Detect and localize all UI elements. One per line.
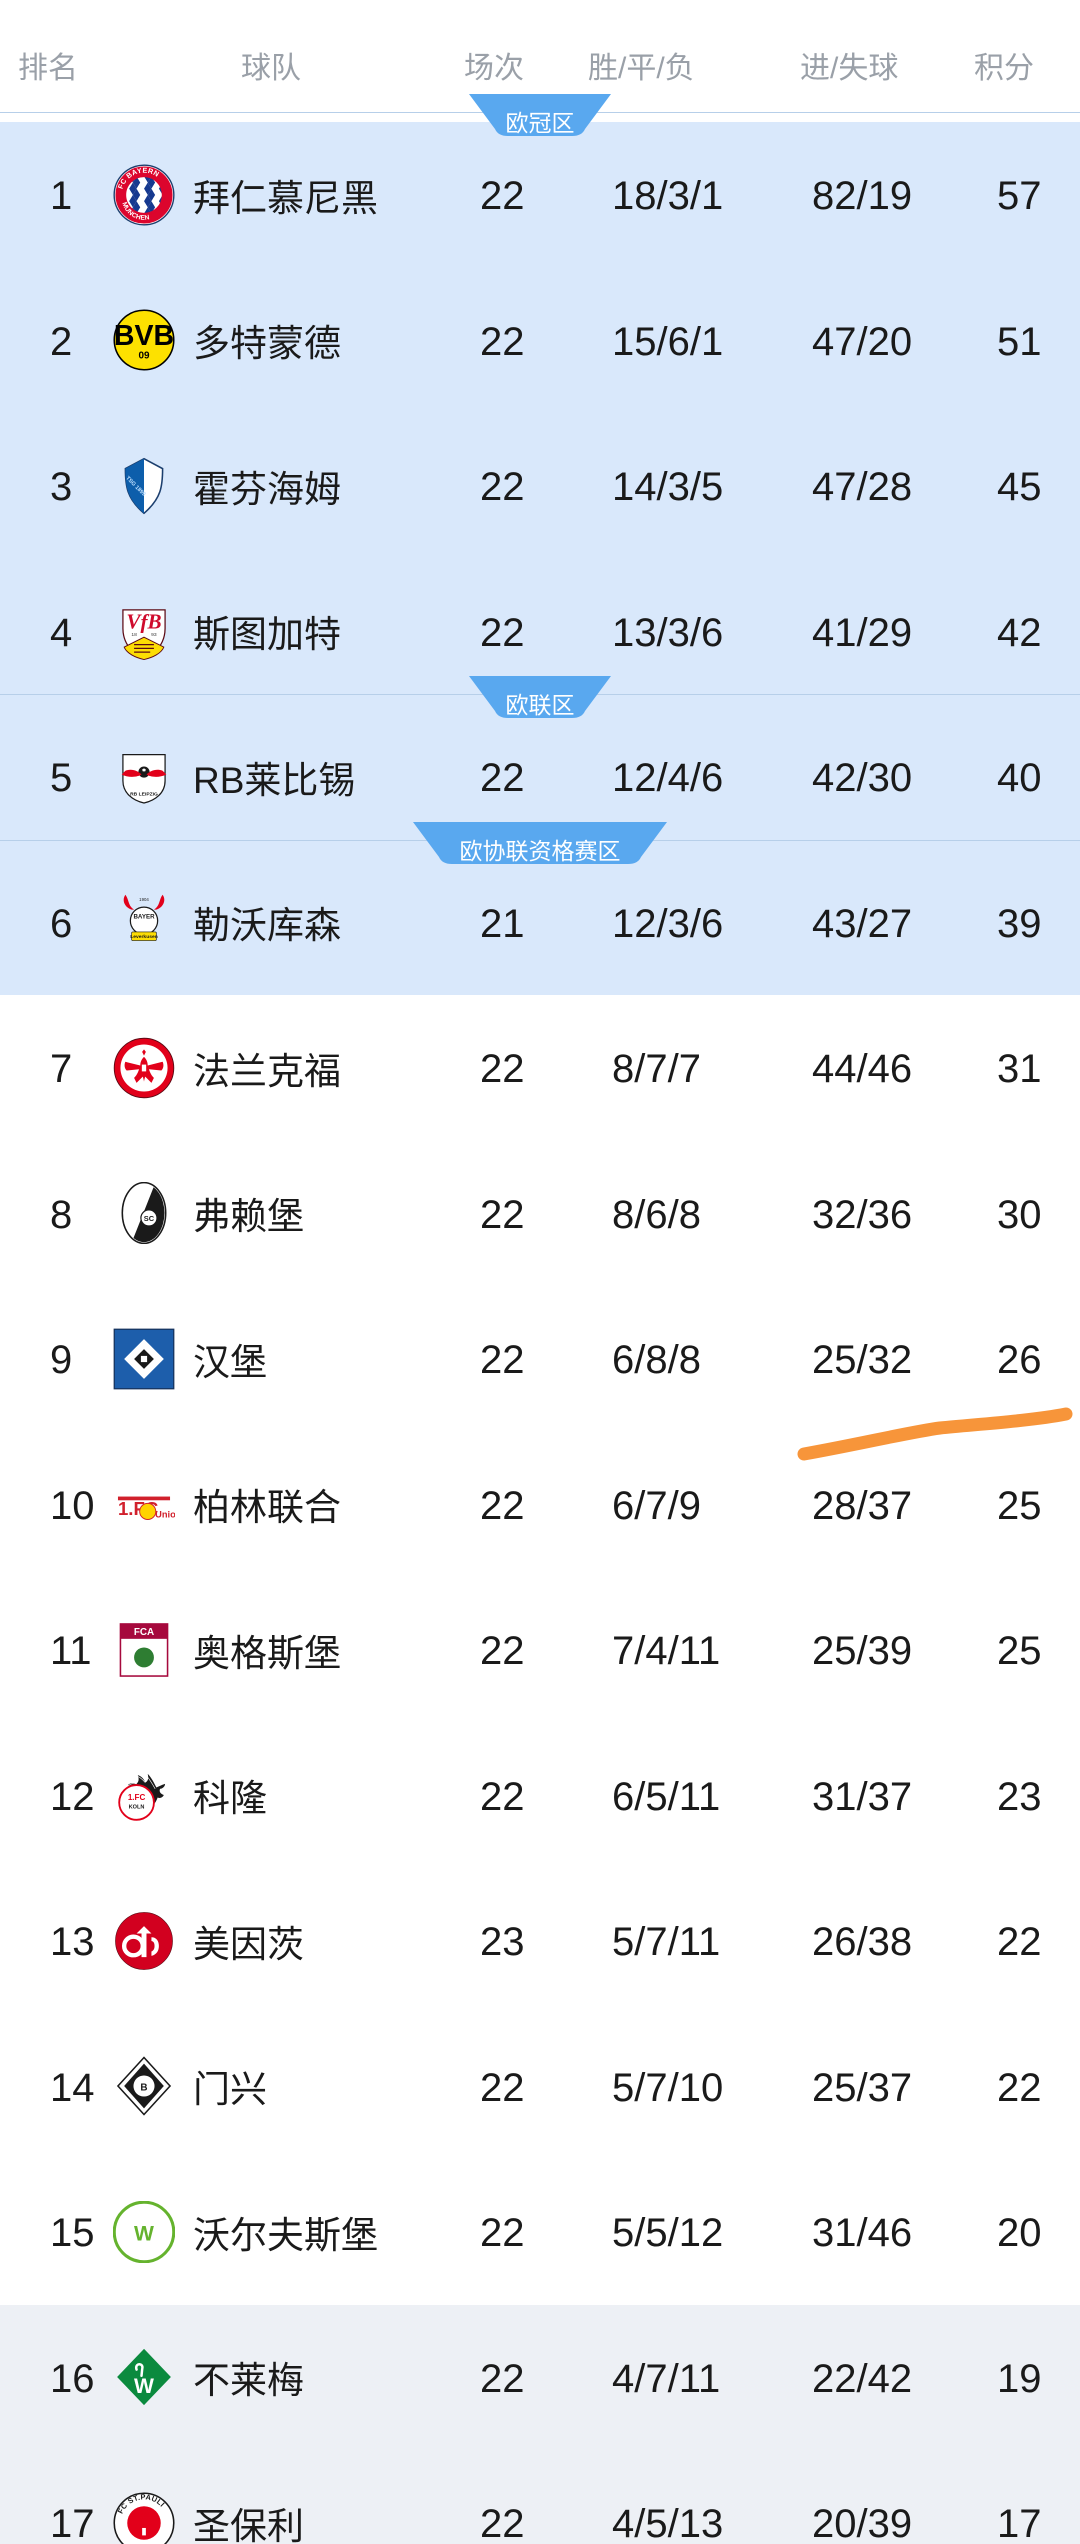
svg-text:Leverkusen: Leverkusen <box>130 934 158 940</box>
svg-text:W: W <box>134 2375 154 2398</box>
svg-text:RB LEIPZIG: RB LEIPZIG <box>130 791 158 797</box>
svg-text:93: 93 <box>151 632 157 638</box>
svg-text:1904: 1904 <box>139 897 149 902</box>
svg-text:B: B <box>140 2083 147 2094</box>
svg-text:VfB: VfB <box>126 610 161 634</box>
svg-text:FCA: FCA <box>134 1627 154 1638</box>
svg-text:18: 18 <box>131 632 137 638</box>
svg-text:W: W <box>134 2222 154 2245</box>
svg-text:KOLN: KOLN <box>129 1805 145 1811</box>
svg-text:09: 09 <box>138 351 150 362</box>
svg-text:BAYER: BAYER <box>133 914 155 921</box>
svg-text:Union: Union <box>155 1510 175 1520</box>
svg-text:1.FC: 1.FC <box>128 1793 146 1802</box>
svg-text:BVB: BVB <box>114 320 174 352</box>
svg-text:SC: SC <box>144 1214 155 1223</box>
